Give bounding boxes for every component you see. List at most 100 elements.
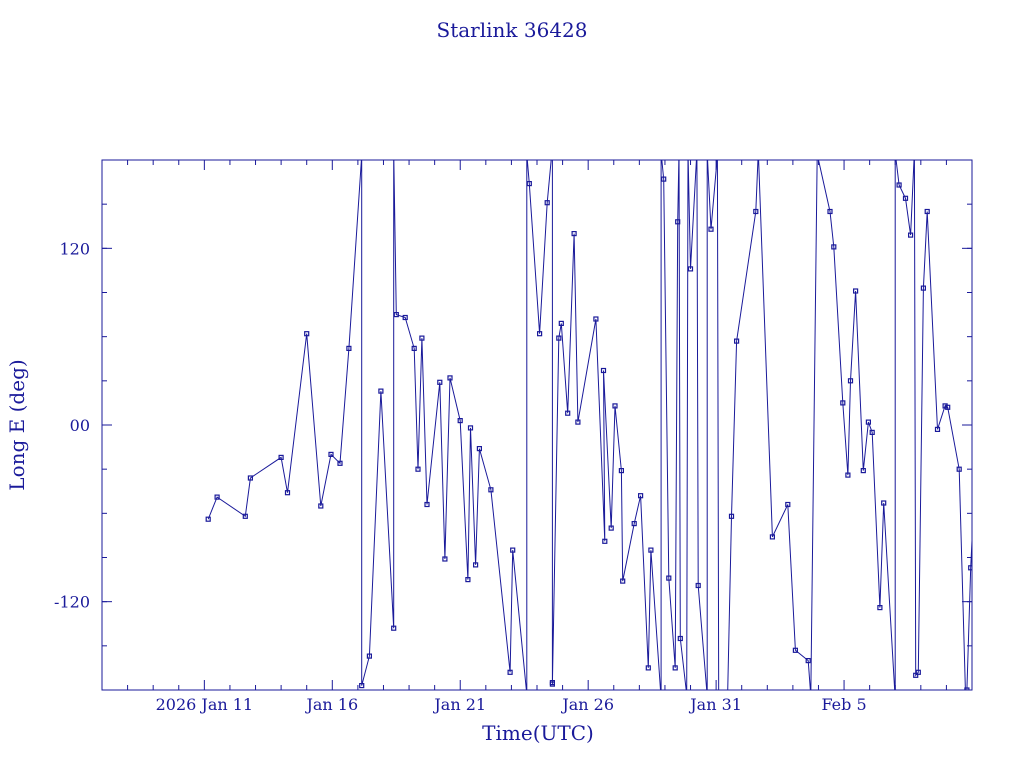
data-point	[805, 657, 811, 664]
data-point	[242, 513, 248, 519]
data-point	[391, 625, 397, 631]
x-tick-label: 2026 Jan 11	[156, 695, 254, 714]
data-point	[612, 403, 618, 409]
data-point	[565, 410, 571, 416]
data-point	[247, 475, 253, 481]
data-point	[575, 419, 581, 425]
y-tick-label: -120	[54, 593, 90, 612]
data-point	[602, 538, 608, 544]
data-point	[869, 429, 875, 435]
series-line	[207, 160, 972, 690]
data-point	[550, 145, 554, 149]
data-point	[526, 181, 532, 187]
data-point	[648, 547, 654, 553]
data-point	[600, 367, 607, 374]
data-point	[205, 516, 211, 522]
data-point	[978, 377, 982, 381]
data-point	[659, 697, 663, 701]
data-point	[457, 418, 463, 424]
data-point	[437, 379, 443, 385]
data-point	[488, 487, 494, 493]
data-point	[942, 403, 948, 409]
data-point	[815, 152, 819, 156]
data-point	[715, 154, 719, 158]
data-point	[661, 176, 667, 182]
data-point	[284, 490, 291, 496]
data-point	[402, 314, 408, 321]
axis-ticks	[102, 160, 972, 690]
x-tick-label: Jan 31	[688, 695, 742, 714]
plot-frame	[101, 159, 973, 691]
y-axis-label: Long E (deg)	[5, 359, 29, 490]
data-point	[637, 493, 644, 499]
data-point	[705, 151, 709, 155]
data-point	[659, 151, 663, 155]
data-point	[728, 513, 735, 519]
series-points	[205, 145, 982, 701]
data-point	[304, 331, 310, 337]
chart-title: Starlink 36428	[437, 18, 588, 42]
data-point	[618, 468, 625, 474]
data-point	[677, 149, 681, 153]
y-tick-label: 00	[70, 416, 90, 435]
data-point	[785, 501, 791, 508]
data-point	[278, 454, 284, 460]
data-point	[556, 335, 562, 341]
x-tick-label: Jan 21	[432, 695, 486, 714]
data-point	[756, 149, 760, 153]
data-point	[840, 400, 846, 406]
data-point	[945, 404, 951, 410]
data-point	[620, 578, 626, 584]
data-point	[473, 562, 479, 568]
data-point	[318, 503, 324, 509]
data-point	[915, 669, 921, 675]
data-point	[860, 468, 866, 474]
data-point	[912, 149, 916, 153]
data-point	[424, 501, 430, 508]
data-point	[666, 575, 672, 581]
data-point	[677, 635, 683, 642]
data-point	[964, 695, 968, 699]
data-point	[631, 520, 637, 527]
data-point	[214, 494, 220, 500]
data-point	[447, 375, 453, 381]
data-point	[392, 149, 396, 153]
x-tick-label: Jan 16	[304, 695, 358, 714]
data-point	[968, 565, 972, 571]
data-point	[507, 669, 513, 675]
data-point	[902, 195, 909, 201]
data-point	[708, 226, 714, 232]
data-point	[695, 582, 701, 589]
data-point	[896, 182, 902, 188]
data-point	[392, 154, 396, 158]
data-point	[827, 208, 833, 215]
data-point	[852, 288, 859, 294]
data-point	[328, 451, 334, 457]
data-point	[378, 388, 384, 394]
data-point	[893, 151, 897, 155]
data-point	[964, 687, 970, 690]
data-point	[769, 534, 776, 540]
data-point	[411, 345, 417, 351]
data-point	[733, 338, 740, 344]
data-point	[419, 335, 425, 341]
data-point	[753, 208, 759, 215]
data-point	[956, 466, 962, 472]
series-lines	[207, 160, 972, 690]
data-point	[366, 653, 372, 659]
data-point	[893, 697, 897, 701]
data-point	[476, 446, 482, 452]
y-tick-label: 120	[59, 239, 90, 258]
data-point	[525, 152, 529, 156]
data-point	[792, 647, 799, 653]
tick-labels: 2026 Jan 11 Jan 16 Jan 21 Jan 26 Jan 31 Feb 5…	[54, 239, 867, 714]
data-point	[558, 320, 564, 326]
data-point	[465, 576, 471, 583]
data-point	[907, 232, 914, 238]
data-point	[695, 149, 699, 153]
data-point	[924, 208, 930, 215]
data-point	[360, 154, 364, 158]
data-point	[847, 378, 854, 384]
data-point	[686, 149, 690, 153]
